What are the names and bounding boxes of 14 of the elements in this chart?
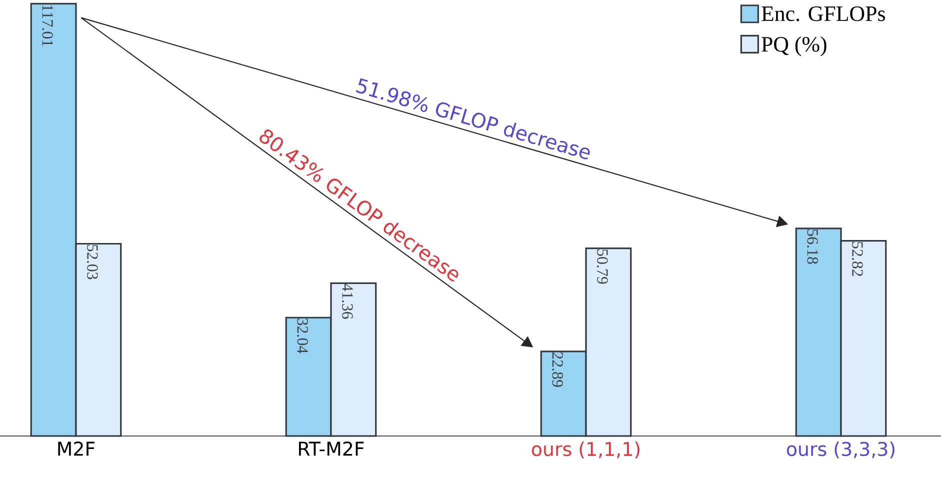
- data-label: 41.36: [342, 284, 353, 319]
- x-tick-label: M2F: [58, 442, 95, 456]
- data-label: 52.82: [852, 242, 863, 276]
- x-tick-label: RT-M2F: [299, 442, 364, 456]
- legend-label: PQ (%): [762, 36, 826, 56]
- x-tick-label: ours (3,3,3): [786, 442, 894, 458]
- data-label: 22.89: [552, 352, 563, 387]
- data-label: 117.01: [42, 5, 53, 46]
- data-label: 32.04: [297, 318, 308, 354]
- data-label: 52.03: [87, 244, 98, 280]
- legend-label: Enc. GFLOPs: [762, 6, 885, 22]
- x-tick-label: ours (1,1,1): [532, 442, 640, 458]
- data-label: 56.18: [807, 230, 818, 264]
- data-label: 50.79: [597, 249, 608, 284]
